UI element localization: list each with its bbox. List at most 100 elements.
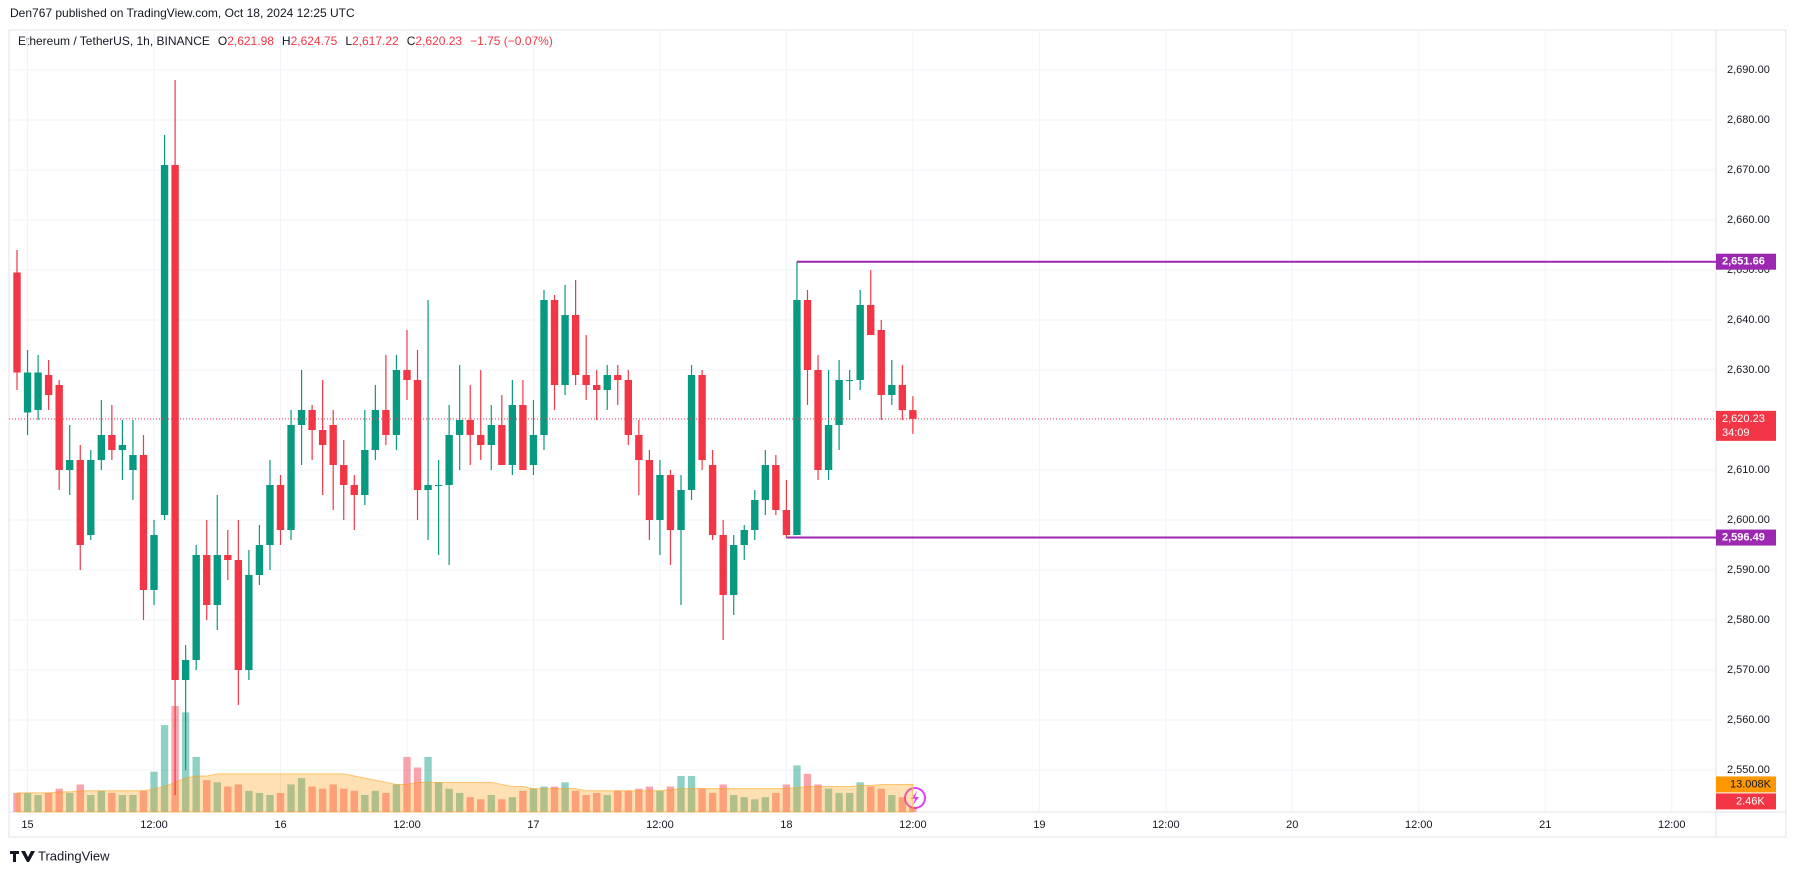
candle-body <box>371 410 380 450</box>
candle-body <box>234 560 243 670</box>
candle-body <box>677 490 685 530</box>
candle-body <box>403 370 411 380</box>
volume-bar <box>76 784 84 812</box>
legend-key: H <box>282 34 291 48</box>
y-tick-label: 2,610.00 <box>1727 464 1770 476</box>
x-tick-label: 21 <box>1539 819 1551 831</box>
candle-body <box>308 410 316 430</box>
candle-body <box>213 555 221 605</box>
y-tick-label: 2,600.00 <box>1727 514 1770 526</box>
y-tick-label: 2,690.00 <box>1727 64 1770 76</box>
volume-bar <box>424 756 432 812</box>
chart-frame <box>8 29 1787 838</box>
legend-value: 2,624.75 <box>291 34 338 48</box>
volume-bar <box>888 795 896 812</box>
candle-body <box>624 380 632 435</box>
volume-bar <box>44 792 53 812</box>
candle-body <box>23 372 32 413</box>
candle-body <box>413 380 422 490</box>
candle-body <box>593 385 601 390</box>
candle-body <box>803 300 812 370</box>
price-line-label: 2,596.49 <box>1722 531 1765 543</box>
volume-bar <box>139 790 148 812</box>
volume-bar <box>550 786 559 812</box>
candle-body <box>508 405 517 465</box>
candle-body <box>772 465 780 510</box>
volume-bar <box>824 788 833 812</box>
candle-body <box>434 485 443 486</box>
candle-body <box>571 315 580 375</box>
volume-bar <box>455 792 464 812</box>
x-tick-label: 19 <box>1033 819 1045 831</box>
legend-value: 2,620.23 <box>415 34 462 48</box>
x-tick-label: 17 <box>527 819 539 831</box>
candle-body <box>761 465 770 500</box>
volume-bar <box>434 782 443 812</box>
volume-bar <box>687 775 696 812</box>
candle-body <box>382 410 390 435</box>
x-tick-label: 12:00 <box>1405 819 1433 831</box>
volume-bar <box>34 795 42 812</box>
volume-bar <box>793 765 801 812</box>
volume-bar <box>877 788 885 812</box>
candle-body <box>888 385 896 395</box>
candle-body <box>656 475 664 520</box>
volume-bar <box>782 784 791 812</box>
volume-bar <box>55 788 63 812</box>
candle-body <box>909 410 917 419</box>
volume-bar <box>23 792 32 812</box>
volume-bar <box>708 792 717 812</box>
candle-body <box>730 545 738 595</box>
volume-bar <box>666 786 675 812</box>
candle-body <box>529 435 538 465</box>
volume-bar <box>835 792 843 812</box>
candle-body <box>329 425 337 465</box>
candle-body <box>603 375 611 390</box>
candle-body <box>635 435 643 460</box>
volume-box <box>1716 793 1776 810</box>
volume-bar <box>698 788 706 812</box>
candle-body <box>614 375 622 380</box>
volume-bar <box>845 792 854 812</box>
volume-bar <box>192 756 200 812</box>
volume-ma-area <box>16 773 914 813</box>
y-tick-label: 2,680.00 <box>1727 114 1770 126</box>
x-tick-label: 12:00 <box>1152 819 1180 831</box>
volume-bar <box>677 775 685 812</box>
legend-value: 2,621.98 <box>227 34 274 48</box>
candle-body <box>519 405 527 470</box>
volume-bar <box>656 790 664 812</box>
volume-bar <box>856 782 864 812</box>
candle-body <box>245 575 253 670</box>
candle-body <box>550 300 559 385</box>
icon-bolt <box>911 791 919 805</box>
volume-bar <box>487 795 495 812</box>
candle-body <box>203 555 211 605</box>
candle-body <box>582 375 590 385</box>
volume-bar <box>87 795 95 812</box>
lightning-icon <box>904 787 926 809</box>
volume-bar <box>160 725 169 812</box>
volume-bar <box>255 792 264 812</box>
candle-body <box>445 435 453 485</box>
candle-body <box>719 535 727 595</box>
candle-body <box>276 485 285 530</box>
x-tick-label: 12:00 <box>1658 819 1686 831</box>
candle-body <box>87 460 95 535</box>
volume-bar <box>571 790 580 812</box>
y-tick-label: 2,570.00 <box>1727 664 1770 676</box>
price-line-label-box <box>1716 529 1776 546</box>
volume-bar <box>540 786 548 812</box>
x-tick-label: 16 <box>274 819 286 831</box>
candle-body <box>856 305 864 380</box>
x-tick-label: 12:00 <box>140 819 168 831</box>
published-note: Den767 published on TradingView.com, Oct… <box>10 6 355 20</box>
y-tick-label: 2,580.00 <box>1727 614 1770 626</box>
candle-body <box>698 375 706 460</box>
y-tick-label: 2,630.00 <box>1727 364 1770 376</box>
volume-bar <box>730 795 738 812</box>
candle-body <box>34 372 42 410</box>
logo: TradingView <box>10 848 110 863</box>
x-tick-label: 12:00 <box>899 819 927 831</box>
candle-body <box>708 465 717 535</box>
